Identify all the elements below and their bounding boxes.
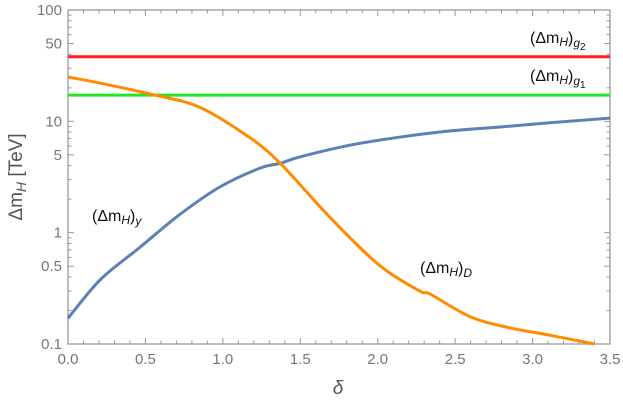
- x-tick-label: 2.0: [367, 351, 388, 368]
- x-tick-label: 0.0: [58, 351, 79, 368]
- x-tick-label: 1.0: [212, 351, 233, 368]
- series-line: [66, 116, 611, 320]
- curve-label: (ΔmH)g1: [530, 68, 586, 91]
- y-tick-label: 50: [45, 36, 62, 53]
- plot-border: [67, 9, 611, 345]
- y-axis-title: ΔmH [TeV]: [6, 133, 29, 220]
- curve-label: (ΔmH)D: [420, 260, 472, 280]
- axis-ticks: [67, 10, 611, 345]
- plot-frame: [67, 9, 611, 345]
- curve-label: (ΔmH)y: [92, 208, 142, 228]
- x-tick-label: 0.5: [135, 351, 156, 368]
- x-tick-label: 3.0: [522, 351, 543, 368]
- axis-tick-labels: 0.0 0.5 1.0 1.5 2.0 2.5 3.0 3.5 0.1 0.5 1 5 10 50 100: [37, 2, 620, 368]
- series-line: [67, 75, 595, 346]
- data-series: [66, 55, 611, 346]
- curve-labels: (ΔmH)g2 (ΔmH)g1 (ΔmH)y (ΔmH)D: [92, 30, 586, 280]
- y-tick-label: 10: [45, 113, 62, 130]
- x-tick-label: 3.5: [600, 351, 621, 368]
- y-tick-label: 0.5: [41, 258, 62, 275]
- y-tick-label: 1: [54, 225, 62, 242]
- x-tick-label: 1.5: [290, 351, 311, 368]
- curve-label: (ΔmH)g2: [530, 30, 586, 53]
- x-tick-label: 2.5: [445, 351, 466, 368]
- y-tick-label: 100: [37, 2, 62, 19]
- y-tick-label: 0.1: [41, 336, 62, 353]
- x-axis-title: δ: [333, 378, 344, 399]
- y-tick-label: 5: [54, 147, 62, 164]
